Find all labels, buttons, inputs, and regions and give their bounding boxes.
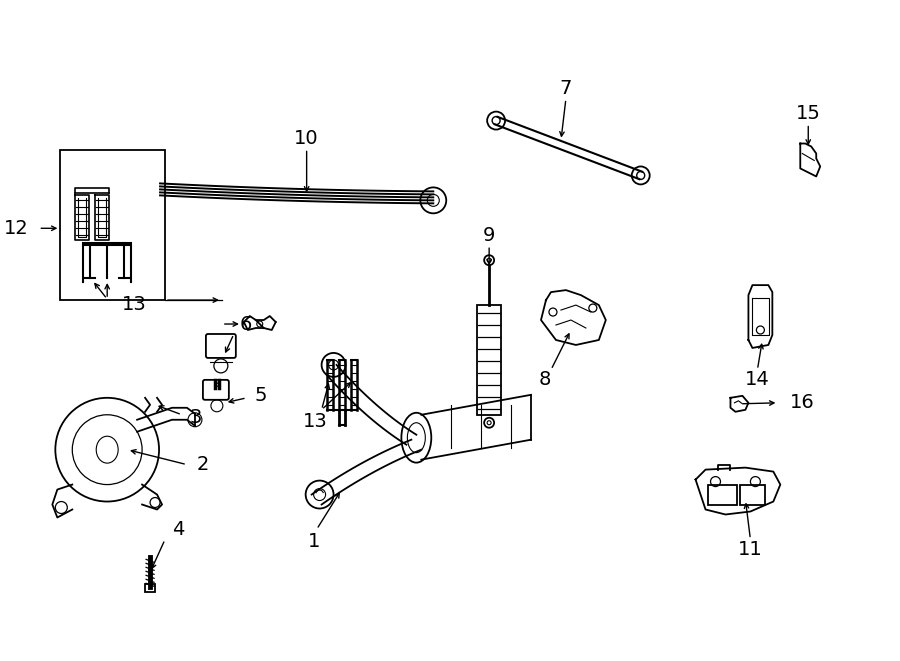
Circle shape (636, 171, 644, 179)
Text: 4: 4 (172, 520, 184, 539)
Text: 11: 11 (738, 540, 763, 559)
Text: 13: 13 (122, 295, 147, 313)
Circle shape (487, 258, 491, 262)
Text: 2: 2 (197, 455, 210, 474)
Text: 1: 1 (308, 532, 320, 551)
Text: 7: 7 (560, 79, 572, 98)
Text: 9: 9 (483, 226, 495, 245)
Text: 6: 6 (239, 315, 252, 334)
Text: 14: 14 (745, 370, 770, 389)
Text: 5: 5 (255, 386, 267, 405)
Text: 15: 15 (796, 104, 821, 123)
Text: 8: 8 (539, 370, 551, 389)
Circle shape (492, 116, 500, 124)
Text: 3: 3 (190, 408, 203, 427)
Text: 16: 16 (790, 393, 815, 412)
Circle shape (487, 421, 491, 425)
Bar (60, 151, 165, 300)
Text: 10: 10 (294, 129, 319, 148)
Text: 12: 12 (4, 219, 29, 238)
Text: 13: 13 (303, 412, 328, 431)
